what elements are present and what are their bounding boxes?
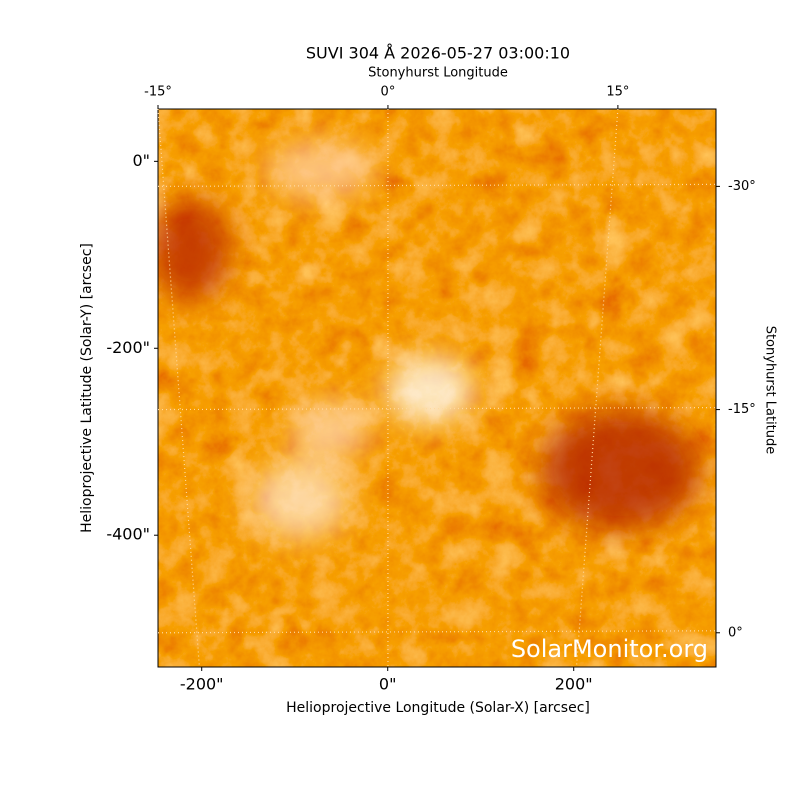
x2-tick-label: -15° [144, 85, 172, 100]
x2-tick-label: 15° [606, 85, 629, 100]
x-tick-label: 0" [379, 675, 397, 694]
y2-axis-label: Stonyhurst Latitude [763, 326, 778, 455]
chart-title: SUVI 304 Å 2026-05-27 03:00:10 [306, 44, 570, 63]
y-axis-label: Helioprojective Latitude (Solar-Y) [arcs… [79, 243, 95, 533]
x-tick-label: 200" [555, 675, 593, 694]
y2-tick-label: 0° [728, 625, 743, 640]
y-tick-label: -200" [106, 338, 150, 357]
y-tick-label: -400" [106, 525, 150, 544]
x2-axis-label: Stonyhurst Longitude [368, 66, 508, 81]
y2-tick-label: -15° [728, 402, 756, 417]
y2-tick-label: -30° [728, 179, 756, 194]
x-axis-label: Helioprojective Longitude (Solar-X) [arc… [286, 700, 590, 716]
x2-tick-label: 0° [381, 85, 396, 100]
x-tick-label: -200" [180, 675, 224, 694]
watermark: SolarMonitor.org [511, 635, 708, 663]
y-tick-label: 0" [132, 151, 150, 170]
solar-image [158, 109, 716, 667]
plot-frame [157, 108, 717, 668]
